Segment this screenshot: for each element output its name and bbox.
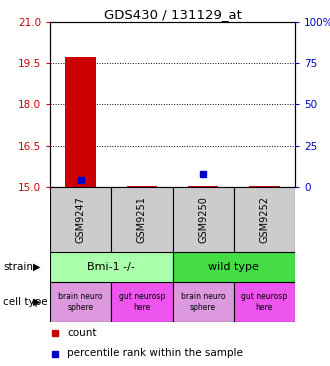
Bar — [111, 187, 173, 252]
Text: GSM9247: GSM9247 — [76, 196, 85, 243]
Bar — [173, 252, 295, 282]
Bar — [234, 187, 295, 252]
Bar — [65, 57, 96, 187]
Bar — [188, 186, 218, 187]
Bar — [50, 187, 111, 252]
Bar — [50, 252, 173, 282]
Text: Bmi-1 -/-: Bmi-1 -/- — [87, 262, 135, 272]
Bar — [249, 186, 280, 187]
Text: percentile rank within the sample: percentile rank within the sample — [67, 348, 243, 359]
Text: cell type: cell type — [3, 297, 48, 307]
Text: wild type: wild type — [208, 262, 259, 272]
Text: GSM9252: GSM9252 — [259, 196, 269, 243]
Text: ▶: ▶ — [33, 262, 41, 272]
Bar — [111, 282, 173, 322]
Bar — [50, 282, 111, 322]
Text: strain: strain — [3, 262, 33, 272]
Text: brain neuro
sphere: brain neuro sphere — [181, 292, 225, 312]
Bar — [127, 186, 157, 187]
Text: gut neurosp
here: gut neurosp here — [241, 292, 287, 312]
Text: GSM9251: GSM9251 — [137, 196, 147, 243]
Text: GSM9250: GSM9250 — [198, 196, 208, 243]
Text: ▶: ▶ — [33, 297, 41, 307]
Bar — [173, 282, 234, 322]
Bar — [173, 187, 234, 252]
Text: brain neuro
sphere: brain neuro sphere — [58, 292, 103, 312]
Text: gut neurosp
here: gut neurosp here — [119, 292, 165, 312]
Bar — [234, 282, 295, 322]
Text: count: count — [67, 328, 97, 337]
Title: GDS430 / 131129_at: GDS430 / 131129_at — [104, 8, 242, 21]
